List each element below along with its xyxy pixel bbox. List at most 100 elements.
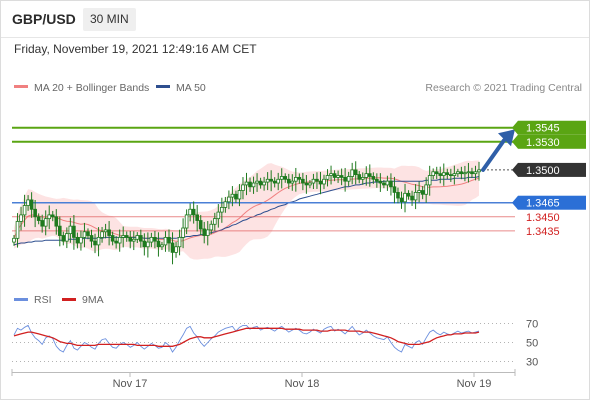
candle-body <box>424 184 428 195</box>
candle-body <box>117 236 122 244</box>
candlesticks <box>12 161 481 265</box>
candle-body <box>209 223 214 231</box>
candle-body <box>89 235 94 242</box>
candle-body <box>392 186 397 193</box>
candle-body <box>477 169 481 173</box>
candle-body <box>96 236 101 246</box>
ma50-legend-swatch <box>156 85 170 88</box>
candle-body <box>251 182 256 188</box>
candle-body <box>149 236 154 243</box>
candle-body <box>294 177 298 182</box>
last-price-pointer <box>512 162 518 177</box>
candle-body <box>297 177 302 180</box>
candle-body <box>57 225 62 236</box>
candle-body <box>167 236 171 244</box>
candle-body <box>114 240 118 244</box>
candle-body <box>364 173 369 178</box>
level-labels: 1.3545 1.3530 1.3500 1.3465 1.3450 1.3435 <box>512 120 586 238</box>
last-price-label: 1.3500 <box>526 165 560 177</box>
rsi-level-label: 70 <box>526 319 538 331</box>
x-axis-tick-label: Nov 18 <box>285 378 320 390</box>
candle-body <box>438 173 443 176</box>
candle-body <box>385 180 390 186</box>
x-axis-tick-label: Nov 19 <box>457 378 492 390</box>
candle-body <box>343 177 347 182</box>
candle-body <box>350 169 354 177</box>
timeframe-badge[interactable]: 30 MIN <box>83 8 136 31</box>
candle-body <box>272 180 277 184</box>
candle-body <box>466 171 471 174</box>
candle-body <box>258 180 263 186</box>
candle-body <box>353 169 358 176</box>
candle-body <box>156 240 161 248</box>
pivot-level-label: 1.3465 <box>526 198 560 210</box>
rsi-line <box>13 324 480 353</box>
candle-body <box>427 175 432 186</box>
candle-body <box>163 236 168 246</box>
candle-body <box>75 236 80 244</box>
candle-body <box>188 208 192 216</box>
candle-body <box>72 225 76 238</box>
candle-body <box>234 193 238 200</box>
candle-body <box>456 171 460 175</box>
candle-body <box>191 208 196 216</box>
time-axis: Nov 17 Nov 18 Nov 19 <box>11 369 516 390</box>
candle-body <box>79 236 83 244</box>
candle-body <box>223 201 228 208</box>
target-level-label: 1.3530 <box>526 137 560 149</box>
candle-body <box>382 182 386 186</box>
support-level-label: 1.3450 <box>526 212 560 224</box>
candle-body <box>339 175 344 178</box>
rsi-level-label: 50 <box>526 338 538 350</box>
candle-body <box>452 173 457 176</box>
ma20-legend-label: MA 20 + Bollinger Bands <box>34 82 149 94</box>
candle-body <box>449 174 453 177</box>
candle-body <box>230 193 235 198</box>
candle-body <box>160 244 164 248</box>
candle-body <box>100 231 104 238</box>
x-axis-tick-label: Nov 17 <box>113 378 148 390</box>
candle-body <box>325 175 330 180</box>
candle-body <box>318 180 323 185</box>
candle-body <box>375 178 379 182</box>
candle-body <box>311 178 316 184</box>
candle-body <box>174 246 178 253</box>
candle-body <box>54 216 59 227</box>
candle-body <box>329 173 333 176</box>
target-label-pointer <box>512 120 518 135</box>
candle-body <box>276 178 281 184</box>
candle-body <box>128 236 133 242</box>
candle-body <box>181 227 185 238</box>
candle-body <box>103 229 108 233</box>
candle-body <box>26 199 30 206</box>
rsi-level-label: 30 <box>526 357 538 369</box>
candle-body <box>269 178 273 182</box>
candle-body <box>202 228 207 236</box>
candle-body <box>283 176 288 180</box>
pivot-label-pointer <box>512 195 518 210</box>
candle-body <box>212 218 217 225</box>
candle-body <box>262 181 266 186</box>
candle-body <box>463 172 467 175</box>
candle-body <box>29 199 34 210</box>
target-label-box <box>518 120 586 135</box>
candle-body <box>470 171 474 175</box>
rsi-ma-legend-label: 9MA <box>82 294 104 306</box>
candle-body <box>195 214 199 221</box>
timestamp: Friday, November 19, 2021 12:49:16 AM CE… <box>14 42 257 56</box>
candle-body <box>445 172 450 175</box>
candle-body <box>142 240 147 248</box>
candle-body <box>177 236 182 248</box>
target-arrow <box>481 129 515 172</box>
candle-body <box>170 242 175 253</box>
candle-body <box>131 238 136 242</box>
candle-body <box>290 180 295 184</box>
candle-body <box>279 176 284 180</box>
candle-body <box>15 221 20 239</box>
arrow-head <box>498 129 515 147</box>
candle-body <box>65 233 69 242</box>
candle-body <box>346 176 351 182</box>
candle-body <box>82 231 87 238</box>
